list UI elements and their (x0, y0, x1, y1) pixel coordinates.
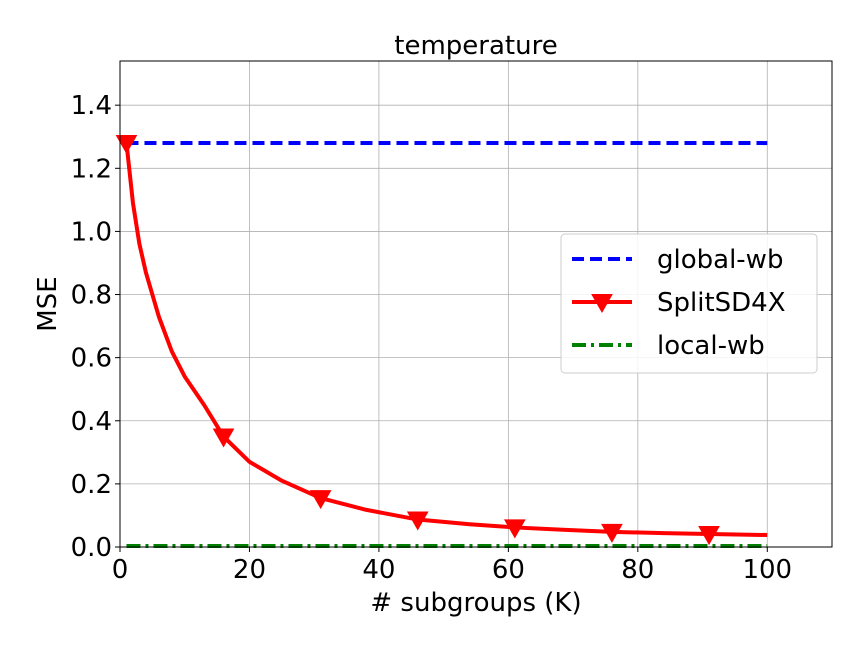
y-tick-label: 1.2 (71, 154, 112, 184)
chart-title: temperature (394, 31, 557, 61)
x-tick-label: 0 (112, 555, 129, 585)
y-tick-label: 0.0 (71, 533, 112, 563)
x-tick-label: 40 (362, 555, 395, 585)
series-marker-splitsd4x (503, 519, 526, 539)
legend: global-wb SplitSD4X local-wb (560, 233, 818, 374)
series-marker-splitsd4x (698, 526, 720, 546)
legend-label-splitsd4x: SplitSD4X (657, 288, 786, 318)
legend-label-global-wb: global-wb (657, 245, 783, 275)
series-marker-splitsd4x (601, 523, 623, 543)
x-tick-label: 100 (742, 555, 792, 585)
y-tick-label: 0.6 (71, 344, 112, 374)
y-tick-label: 0.4 (71, 407, 112, 437)
y-tick-label: 1.4 (71, 91, 112, 121)
y-axis-title: MSE (33, 276, 63, 331)
legend-box (560, 233, 818, 374)
x-tick-label: 20 (233, 555, 266, 585)
legend-marker-splitsd4x (591, 294, 613, 314)
legend-label-local-wb: local-wb (657, 331, 765, 361)
y-tick-label: 1.0 (71, 217, 112, 247)
y-tick-label: 0.8 (71, 281, 112, 311)
x-axis-title: # subgroups (K) (370, 588, 581, 618)
series-marker-splitsd4x (406, 511, 429, 531)
axis-ticks: 0 20 40 60 80 100 0.0 0.2 0.4 0.6 0.8 1.0 1.2 1.4 (71, 91, 792, 585)
series-marker-splitsd4x (212, 428, 235, 448)
y-tick-label: 0.2 (71, 470, 112, 500)
series-line-splitsd4x (124, 142, 768, 538)
x-tick-label: 60 (492, 555, 525, 585)
x-tick-label: 80 (621, 555, 654, 585)
series-marker-splitsd4x (309, 490, 332, 510)
plot-frame (119, 60, 833, 548)
series-marker-splitsd4x (115, 135, 138, 155)
plot-series (115, 135, 768, 549)
